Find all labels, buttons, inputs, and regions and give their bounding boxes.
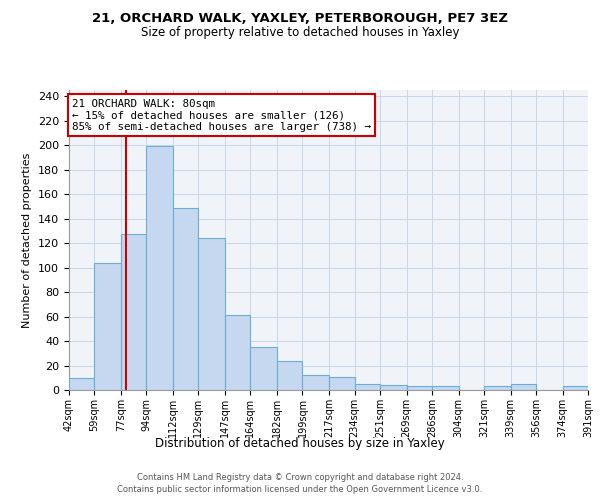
Text: Contains public sector information licensed under the Open Government Licence v3: Contains public sector information licen…: [118, 485, 482, 494]
Bar: [225, 316, 250, 390]
Text: 21, ORCHARD WALK, YAXLEY, PETERBOROUGH, PE7 3EZ: 21, ORCHARD WALK, YAXLEY, PETERBOROUGH, …: [92, 12, 508, 26]
Text: Contains HM Land Registry data © Crown copyright and database right 2024.: Contains HM Land Registry data © Crown c…: [137, 472, 463, 482]
Text: Distribution of detached houses by size in Yaxley: Distribution of detached houses by size …: [155, 438, 445, 450]
Bar: [380, 385, 407, 390]
Bar: [302, 376, 329, 390]
Bar: [511, 384, 536, 390]
Bar: [199, 238, 225, 390]
Bar: [329, 376, 355, 390]
Bar: [277, 360, 302, 390]
Bar: [563, 386, 588, 390]
Bar: [121, 234, 146, 390]
Y-axis label: Number of detached properties: Number of detached properties: [22, 152, 32, 328]
Text: 21 ORCHARD WALK: 80sqm
← 15% of detached houses are smaller (126)
85% of semi-de: 21 ORCHARD WALK: 80sqm ← 15% of detached…: [72, 98, 371, 132]
Bar: [250, 347, 277, 390]
Bar: [146, 146, 173, 390]
Bar: [407, 386, 432, 390]
Text: Size of property relative to detached houses in Yaxley: Size of property relative to detached ho…: [141, 26, 459, 39]
Bar: [432, 386, 458, 390]
Bar: [69, 378, 94, 390]
Bar: [484, 386, 511, 390]
Bar: [355, 384, 380, 390]
Bar: [94, 262, 121, 390]
Bar: [173, 208, 199, 390]
